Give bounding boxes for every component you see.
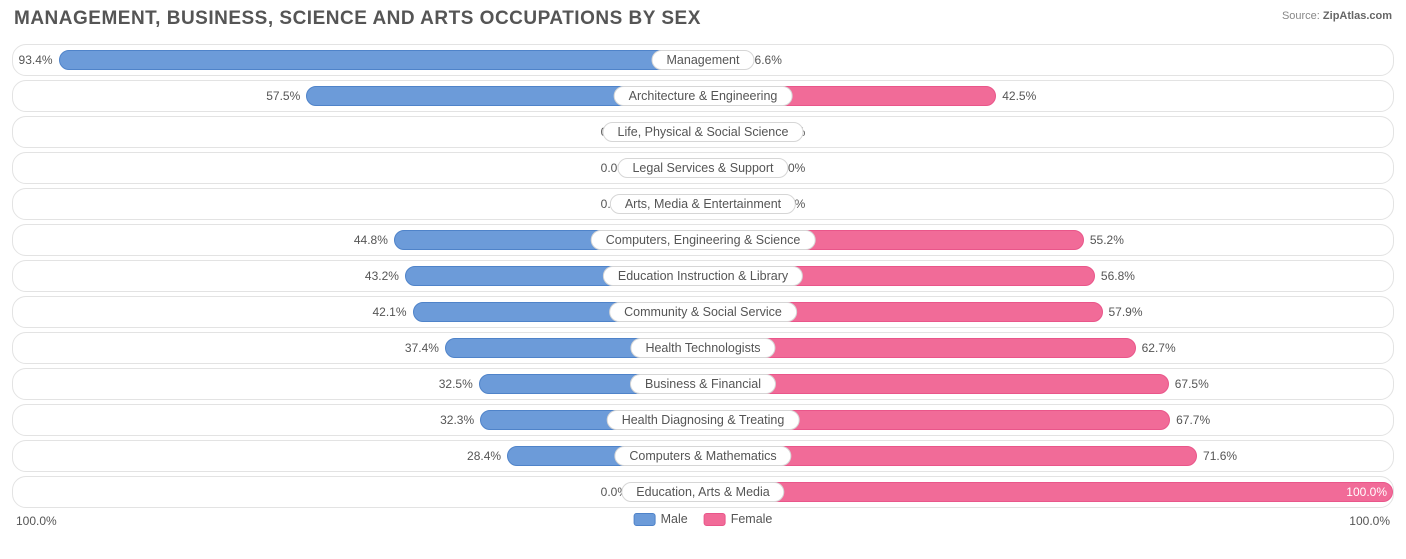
- category-label: Business & Financial: [630, 374, 776, 394]
- chart-row: 93.4% 6.6%Management: [12, 44, 1394, 76]
- source-attribution: Source: ZipAtlas.com: [1282, 10, 1392, 22]
- chart-row: 28.4% 71.6% Computers & Mathematics: [12, 440, 1394, 472]
- female-pct-label: 56.8%: [1101, 261, 1135, 291]
- chart-row: 0.0%0.0%Life, Physical & Social Science: [12, 116, 1394, 148]
- category-label: Education, Arts & Media: [621, 482, 784, 502]
- occupations-by-sex-chart: MANAGEMENT, BUSINESS, SCIENCE AND ARTS O…: [0, 0, 1406, 542]
- male-pct-label: 32.5%: [439, 369, 473, 399]
- category-label: Computers & Mathematics: [614, 446, 791, 466]
- legend-female-label: Female: [731, 512, 773, 526]
- category-label: Arts, Media & Entertainment: [610, 194, 796, 214]
- chart-row: 42.1% 57.9% Community & Social Service: [12, 296, 1394, 328]
- male-pct-label: 32.3%: [440, 405, 474, 435]
- male-pct-label: 28.4%: [467, 441, 501, 471]
- axis-and-legend: 100.0% 100.0% Male Female: [12, 512, 1394, 534]
- male-pct-label: 43.2%: [365, 261, 399, 291]
- category-label: Legal Services & Support: [617, 158, 788, 178]
- female-pct-label: 57.9%: [1109, 297, 1143, 327]
- chart-row: 32.3% 67.7% Health Diagnosing & Treating: [12, 404, 1394, 436]
- chart-row: 0.0%100.0%Education, Arts & Media: [12, 476, 1394, 508]
- chart-row: 44.8% 55.2% Computers, Engineering & Scien…: [12, 224, 1394, 256]
- female-bar: [703, 482, 1393, 502]
- category-label: Education Instruction & Library: [603, 266, 803, 286]
- chart-row: 0.0%0.0%Arts, Media & Entertainment: [12, 188, 1394, 220]
- axis-left-label: 100.0%: [16, 514, 57, 528]
- chart-row: 57.5% 42.5% Architecture & Engineering: [12, 80, 1394, 112]
- category-label: Community & Social Service: [609, 302, 797, 322]
- male-pct-label: 57.5%: [266, 81, 300, 111]
- legend-male-label: Male: [661, 512, 688, 526]
- female-swatch-icon: [704, 513, 726, 526]
- category-label: Life, Physical & Social Science: [603, 122, 804, 142]
- legend: Male Female: [634, 512, 773, 526]
- male-pct-label: 37.4%: [405, 333, 439, 363]
- female-pct-label: 100.0%: [1346, 477, 1387, 507]
- male-bar: [59, 50, 703, 70]
- chart-row: 0.0%0.0%Legal Services & Support: [12, 152, 1394, 184]
- female-pct-label: 62.7%: [1142, 333, 1176, 363]
- chart-rows: 93.4% 6.6%Management 57.5% 42.5% Architectur…: [12, 44, 1394, 508]
- category-label: Health Technologists: [630, 338, 775, 358]
- male-pct-label: 93.4%: [19, 45, 53, 75]
- category-label: Computers, Engineering & Science: [591, 230, 816, 250]
- female-pct-label: 6.6%: [755, 45, 782, 75]
- female-pct-label: 67.7%: [1176, 405, 1210, 435]
- axis-right-label: 100.0%: [1349, 514, 1390, 528]
- female-pct-label: 55.2%: [1090, 225, 1124, 255]
- female-pct-label: 71.6%: [1203, 441, 1237, 471]
- source-label: Source:: [1282, 10, 1320, 22]
- chart-row: 32.5% 67.5% Business & Financial: [12, 368, 1394, 400]
- category-label: Management: [652, 50, 755, 70]
- legend-female: Female: [704, 512, 773, 526]
- legend-male: Male: [634, 512, 688, 526]
- chart-title: MANAGEMENT, BUSINESS, SCIENCE AND ARTS O…: [14, 8, 1394, 30]
- female-pct-label: 67.5%: [1175, 369, 1209, 399]
- chart-row: 43.2% 56.8% Education Instruction & Librar…: [12, 260, 1394, 292]
- chart-row: 37.4% 62.7% Health Technologists: [12, 332, 1394, 364]
- source-name: ZipAtlas.com: [1323, 10, 1392, 22]
- male-pct-label: 42.1%: [372, 297, 406, 327]
- male-swatch-icon: [634, 513, 656, 526]
- category-label: Architecture & Engineering: [614, 86, 793, 106]
- male-pct-label: 44.8%: [354, 225, 388, 255]
- female-pct-label: 42.5%: [1002, 81, 1036, 111]
- category-label: Health Diagnosing & Treating: [607, 410, 800, 430]
